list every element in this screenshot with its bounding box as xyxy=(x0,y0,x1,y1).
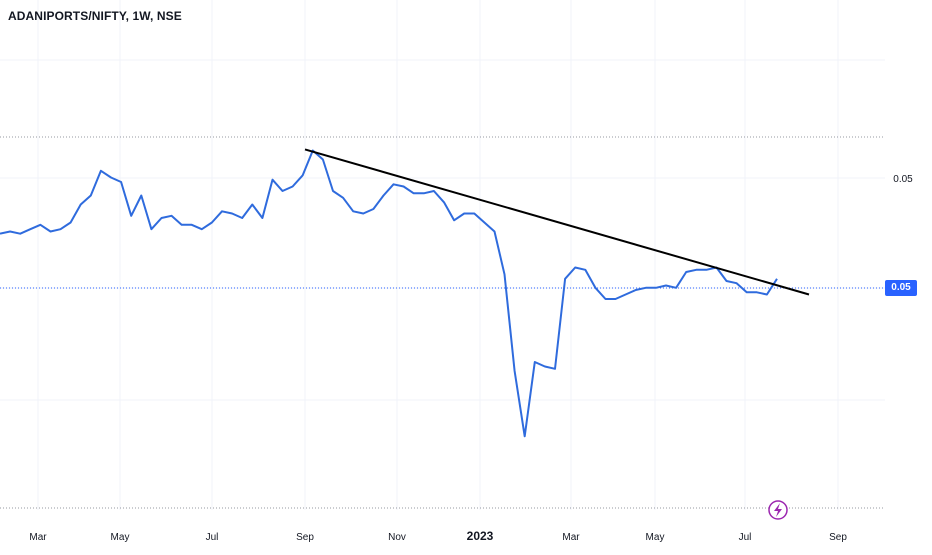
current-price-tag: 0.05 xyxy=(885,280,917,296)
y-tick-label: 0.05 xyxy=(893,174,913,185)
x-tick-label: Mar xyxy=(562,532,580,543)
x-tick-label: Nov xyxy=(388,532,406,543)
x-tick-label: Jul xyxy=(739,532,752,543)
lightning-bolt-icon[interactable] xyxy=(768,500,788,520)
x-tick-label: Jul xyxy=(206,532,219,543)
symbol-title: ADANIPORTS/NIFTY, 1W, NSE xyxy=(8,9,182,23)
x-tick-label: 2023 xyxy=(467,529,494,543)
x-tick-label: Sep xyxy=(296,532,314,543)
trend-line[interactable] xyxy=(304,148,810,296)
x-tick-label: May xyxy=(646,532,665,543)
x-tick-label: Mar xyxy=(29,532,47,543)
x-tick-label: Sep xyxy=(829,532,847,543)
price-series-line-0[interactable] xyxy=(0,149,778,438)
x-tick-label: May xyxy=(111,532,130,543)
